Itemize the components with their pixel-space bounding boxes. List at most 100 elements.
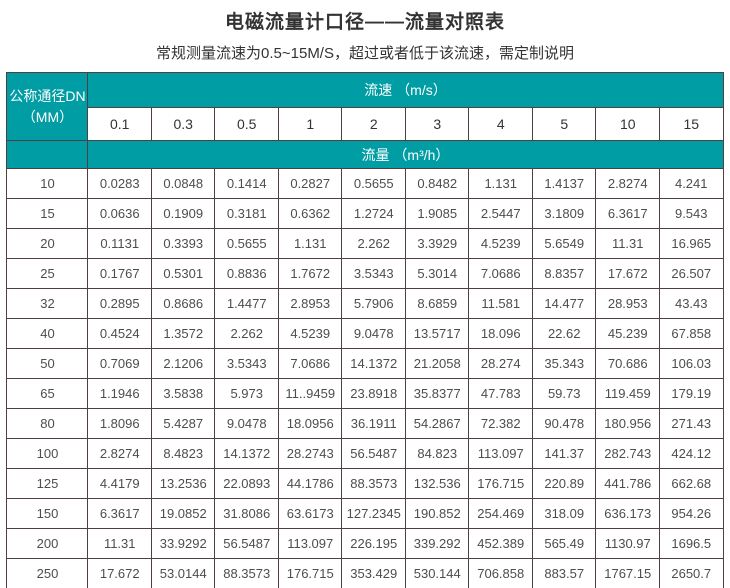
flow-value-cell: 4.5239 xyxy=(277,318,343,349)
flow-value-cell: 5.7906 xyxy=(341,288,406,319)
flow-value-cell: 1.131 xyxy=(277,228,343,259)
flow-value-cell: 5.6549 xyxy=(531,228,597,259)
table-row: 25 0.1767 0.5301 0.8836 1.7672 3.5343 5.3014 7.… xyxy=(6,258,724,289)
flow-value-cell: 43.43 xyxy=(658,288,724,319)
table-row: 150 6.3617 19.0852 31.8086 63.6173 127.2345 19… xyxy=(6,498,724,529)
velocity-value-cell: 5 xyxy=(531,107,597,141)
flow-value-cell: 0.5655 xyxy=(214,228,279,259)
flow-value-cell: 1130.97 xyxy=(595,528,660,559)
flow-value-cell: 339.292 xyxy=(404,528,470,559)
flow-value-cell: 14.477 xyxy=(531,288,597,319)
flow-value-cell: 1.131 xyxy=(468,168,533,199)
flow-value-cell: 44.1786 xyxy=(277,468,343,499)
flow-value-cell: 14.1372 xyxy=(214,438,279,469)
dn-value-cell: 125 xyxy=(6,468,89,499)
flow-value-cell: 9.0478 xyxy=(214,408,279,439)
table-row: 200 11.31 33.9292 56.5487 113.097 226.195 339.… xyxy=(6,528,724,559)
flow-value-cell: 0.3393 xyxy=(150,228,216,259)
flow-value-cell: 7.0686 xyxy=(277,348,343,379)
flow-value-cell: 954.26 xyxy=(658,498,724,529)
dn-header-line1: 公称通径DN xyxy=(9,88,86,105)
flow-value-cell: 176.715 xyxy=(277,558,343,588)
flow-value-cell: 318.09 xyxy=(531,498,597,529)
flow-value-cell: 36.1911 xyxy=(341,408,406,439)
table-row: 50 0.7069 2.1206 3.5343 7.0686 14.1372 21.2058… xyxy=(6,348,724,379)
flow-value-cell: 0.1909 xyxy=(150,198,216,229)
flow-value-cell: 84.823 xyxy=(404,438,470,469)
velocity-value-cell: 3 xyxy=(404,107,470,141)
flow-value-cell: 0.8836 xyxy=(214,258,279,289)
dn-value-cell: 150 xyxy=(6,498,89,529)
flow-value-cell: 2650.7 xyxy=(658,558,724,588)
flow-value-cell: 8.6859 xyxy=(404,288,470,319)
velocity-value-cell: 1 xyxy=(277,107,343,141)
flow-value-cell: 13.5717 xyxy=(404,318,470,349)
velocity-value-cell: 4 xyxy=(468,107,533,141)
velocity-value-cell: 15 xyxy=(658,107,724,141)
flow-value-cell: 5.3014 xyxy=(404,258,470,289)
flow-value-cell: 119.459 xyxy=(595,378,660,409)
table-row: 10 0.0283 0.0848 0.1414 0.2827 0.5655 0.8482 1.… xyxy=(6,168,724,199)
dn-value-cell: 100 xyxy=(6,438,89,469)
flow-value-cell: 141.37 xyxy=(531,438,597,469)
dn-value-cell: 15 xyxy=(6,198,89,229)
flow-value-cell: 1.1946 xyxy=(87,378,152,409)
flow-value-cell: 1.7672 xyxy=(277,258,343,289)
flow-value-cell: 45.239 xyxy=(595,318,660,349)
flow-value-cell: 3.5838 xyxy=(150,378,216,409)
table-row: 32 0.2895 0.8686 1.4477 2.8953 5.7906 8.6859 11… xyxy=(6,288,724,319)
flow-value-cell: 0.5301 xyxy=(150,258,216,289)
velocity-value-cell: 0.5 xyxy=(214,107,279,141)
flow-value-cell: 21.2058 xyxy=(404,348,470,379)
flow-value-cell: 176.715 xyxy=(468,468,533,499)
flow-value-cell: 226.195 xyxy=(341,528,406,559)
dn-header-line2: （MM） xyxy=(21,108,74,125)
flow-value-cell: 6.3617 xyxy=(595,198,660,229)
flow-value-cell: 636.173 xyxy=(595,498,660,529)
flow-value-cell: 132.536 xyxy=(404,468,470,499)
flow-value-cell: 0.7069 xyxy=(87,348,152,379)
dn-value-cell: 200 xyxy=(6,528,89,559)
flow-value-cell: 63.6173 xyxy=(277,498,343,529)
velocity-header: 流速 （m/s） xyxy=(87,72,724,108)
flow-value-cell: 113.097 xyxy=(277,528,343,559)
flow-value-cell: 0.1767 xyxy=(87,258,152,289)
table-row: 250 17.672 53.0144 88.3573 176.715 353.429 530… xyxy=(6,558,724,588)
flow-value-cell: 0.3181 xyxy=(214,198,279,229)
header-row-velocity-values: 0.1 0.3 0.5 1 2 3 4 5 10 15 xyxy=(7,107,724,141)
dn-value-cell: 20 xyxy=(6,228,89,259)
flow-value-cell: 4.4179 xyxy=(87,468,152,499)
flow-value-cell: 127.2345 xyxy=(341,498,406,529)
flow-value-cell: 14.1372 xyxy=(341,348,406,379)
dn-value-cell: 50 xyxy=(6,348,89,379)
flow-value-cell: 565.49 xyxy=(531,528,597,559)
flow-value-cell: 0.2827 xyxy=(277,168,343,199)
flow-value-cell: 353.429 xyxy=(341,558,406,588)
flow-value-cell: 0.0636 xyxy=(87,198,152,229)
dn-value-cell: 80 xyxy=(6,408,89,439)
flow-value-cell: 662.68 xyxy=(658,468,724,499)
flow-value-cell: 2.1206 xyxy=(150,348,216,379)
dn-value-cell: 65 xyxy=(6,378,89,409)
flow-value-cell: 883.57 xyxy=(531,558,597,588)
flow-value-cell: 54.2867 xyxy=(404,408,470,439)
flow-value-cell: 1.4477 xyxy=(214,288,279,319)
velocity-value-cell: 2 xyxy=(341,107,406,141)
flow-value-cell: 0.1131 xyxy=(87,228,152,259)
flow-value-cell: 254.469 xyxy=(468,498,533,529)
flow-value-cell: 0.4524 xyxy=(87,318,152,349)
flow-value-cell: 17.672 xyxy=(87,558,152,588)
flow-comparison-table: 公称通径DN （MM） 流速 （m/s） 0.1 0.3 0.5 1 2 3 4 5 10 15 … xyxy=(6,72,724,588)
dn-value-cell: 40 xyxy=(6,318,89,349)
dn-value-cell: 250 xyxy=(6,558,89,588)
flow-value-cell: 11..9459 xyxy=(277,378,343,409)
flow-value-cell: 179.19 xyxy=(658,378,724,409)
flow-value-cell: 88.3573 xyxy=(214,558,279,588)
flow-value-cell: 22.62 xyxy=(531,318,597,349)
flow-value-cell: 11.581 xyxy=(468,288,533,319)
page-title: 电磁流量计口径——流量对照表 xyxy=(224,12,505,33)
flow-value-cell: 0.2895 xyxy=(87,288,152,319)
dn-value-cell: 25 xyxy=(6,258,89,289)
flow-value-cell: 59.73 xyxy=(531,378,597,409)
